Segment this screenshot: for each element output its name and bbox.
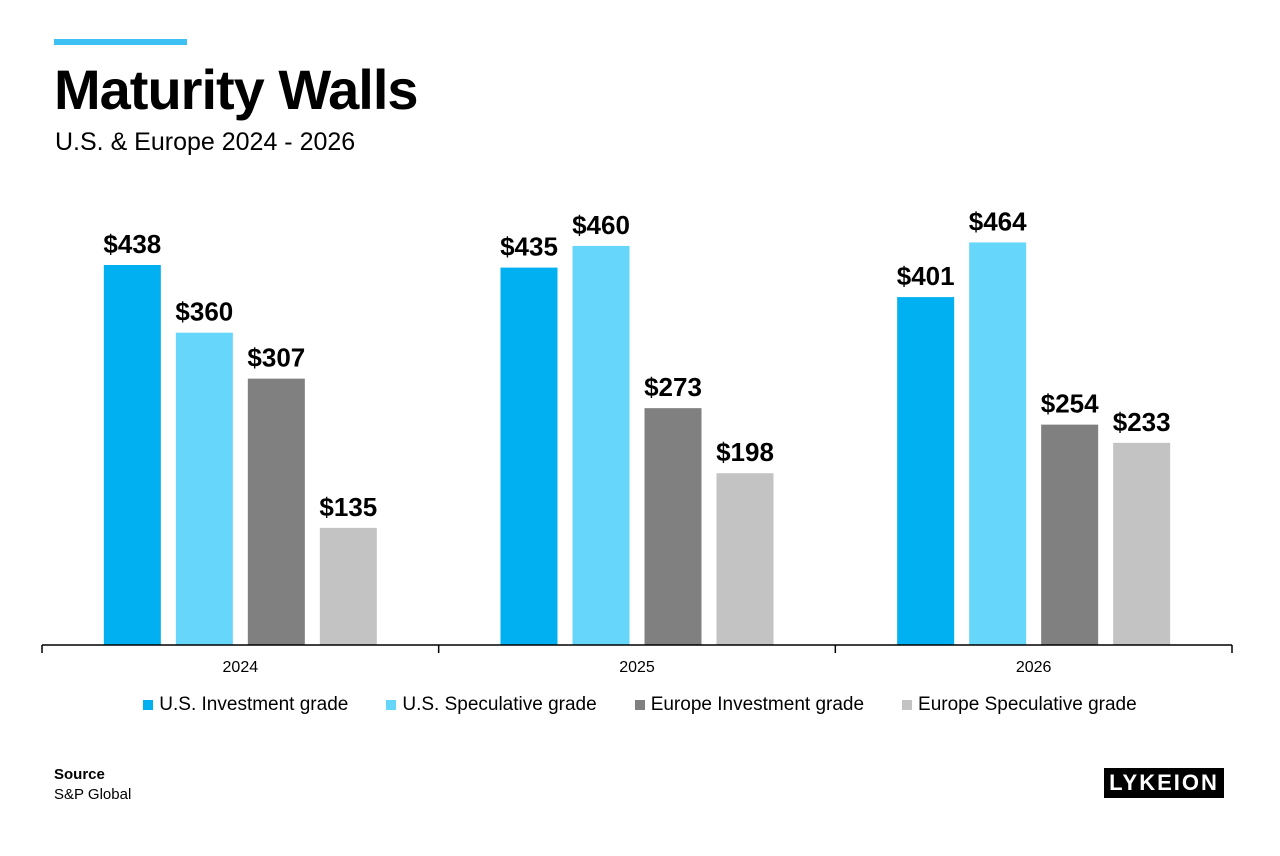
x-tick-label: 2024 <box>223 659 259 676</box>
legend-item: U.S. Speculative grade <box>386 693 597 717</box>
data-label: $198 <box>716 437 774 467</box>
legend-swatch <box>143 700 154 710</box>
x-tick-label: 2025 <box>619 659 655 676</box>
bar-2026-3 <box>1041 424 1099 645</box>
bar-2026-2 <box>969 242 1027 645</box>
x-tick-label: 2026 <box>1016 659 1052 676</box>
source-label: Source <box>54 766 105 783</box>
bar-2024-3 <box>247 378 305 645</box>
legend-item: Europe Investment grade <box>634 693 865 717</box>
legend-item: U.S. Investment grade <box>143 693 348 717</box>
bar-2026-4 <box>1113 442 1171 645</box>
data-label: $135 <box>319 492 377 522</box>
bar-2025-2 <box>572 245 630 645</box>
legend-item: Europe Speculative grade <box>902 693 1137 717</box>
bar-2024-1 <box>103 265 161 645</box>
data-label: $438 <box>103 229 161 259</box>
data-label: $254 <box>1041 389 1099 419</box>
data-label: $464 <box>969 206 1027 236</box>
chart-legend: U.S. Investment grade U.S. Speculative gr… <box>0 693 1280 717</box>
bar-2025-3 <box>644 408 702 645</box>
data-label: $435 <box>500 232 558 262</box>
legend-swatch <box>902 700 913 710</box>
data-label: $360 <box>175 297 233 327</box>
lykeion-logo: LYKEION <box>1104 768 1224 798</box>
data-label: $307 <box>247 343 305 373</box>
legend-label: U.S. Investment grade <box>159 694 349 715</box>
bar-2025-1 <box>500 267 558 645</box>
chart-title: Maturity Walls <box>54 58 419 121</box>
legend-swatch <box>386 700 397 710</box>
data-label: $401 <box>897 261 955 291</box>
chart-subtitle: U.S. & Europe 2024 - 2026 <box>55 128 356 156</box>
bar-chart: $438 $360 $307 $135 2024 $435 $460 $273 $198 2025… <box>41 206 1233 676</box>
bar-2024-2 <box>175 332 233 645</box>
bar-2024-4 <box>319 527 377 645</box>
bar-2025-4 <box>716 473 774 645</box>
legend-label: Europe Investment grade <box>650 694 865 715</box>
legend-swatch <box>634 700 645 710</box>
source-value: S&P Global <box>54 786 132 803</box>
data-label: $460 <box>572 210 630 240</box>
data-label: $273 <box>644 372 702 402</box>
legend-label: Europe Speculative grade <box>918 694 1137 715</box>
legend-label: U.S. Speculative grade <box>402 694 597 715</box>
bar-2026-1 <box>897 297 955 645</box>
accent-bar <box>54 39 187 45</box>
data-label: $233 <box>1113 407 1171 437</box>
